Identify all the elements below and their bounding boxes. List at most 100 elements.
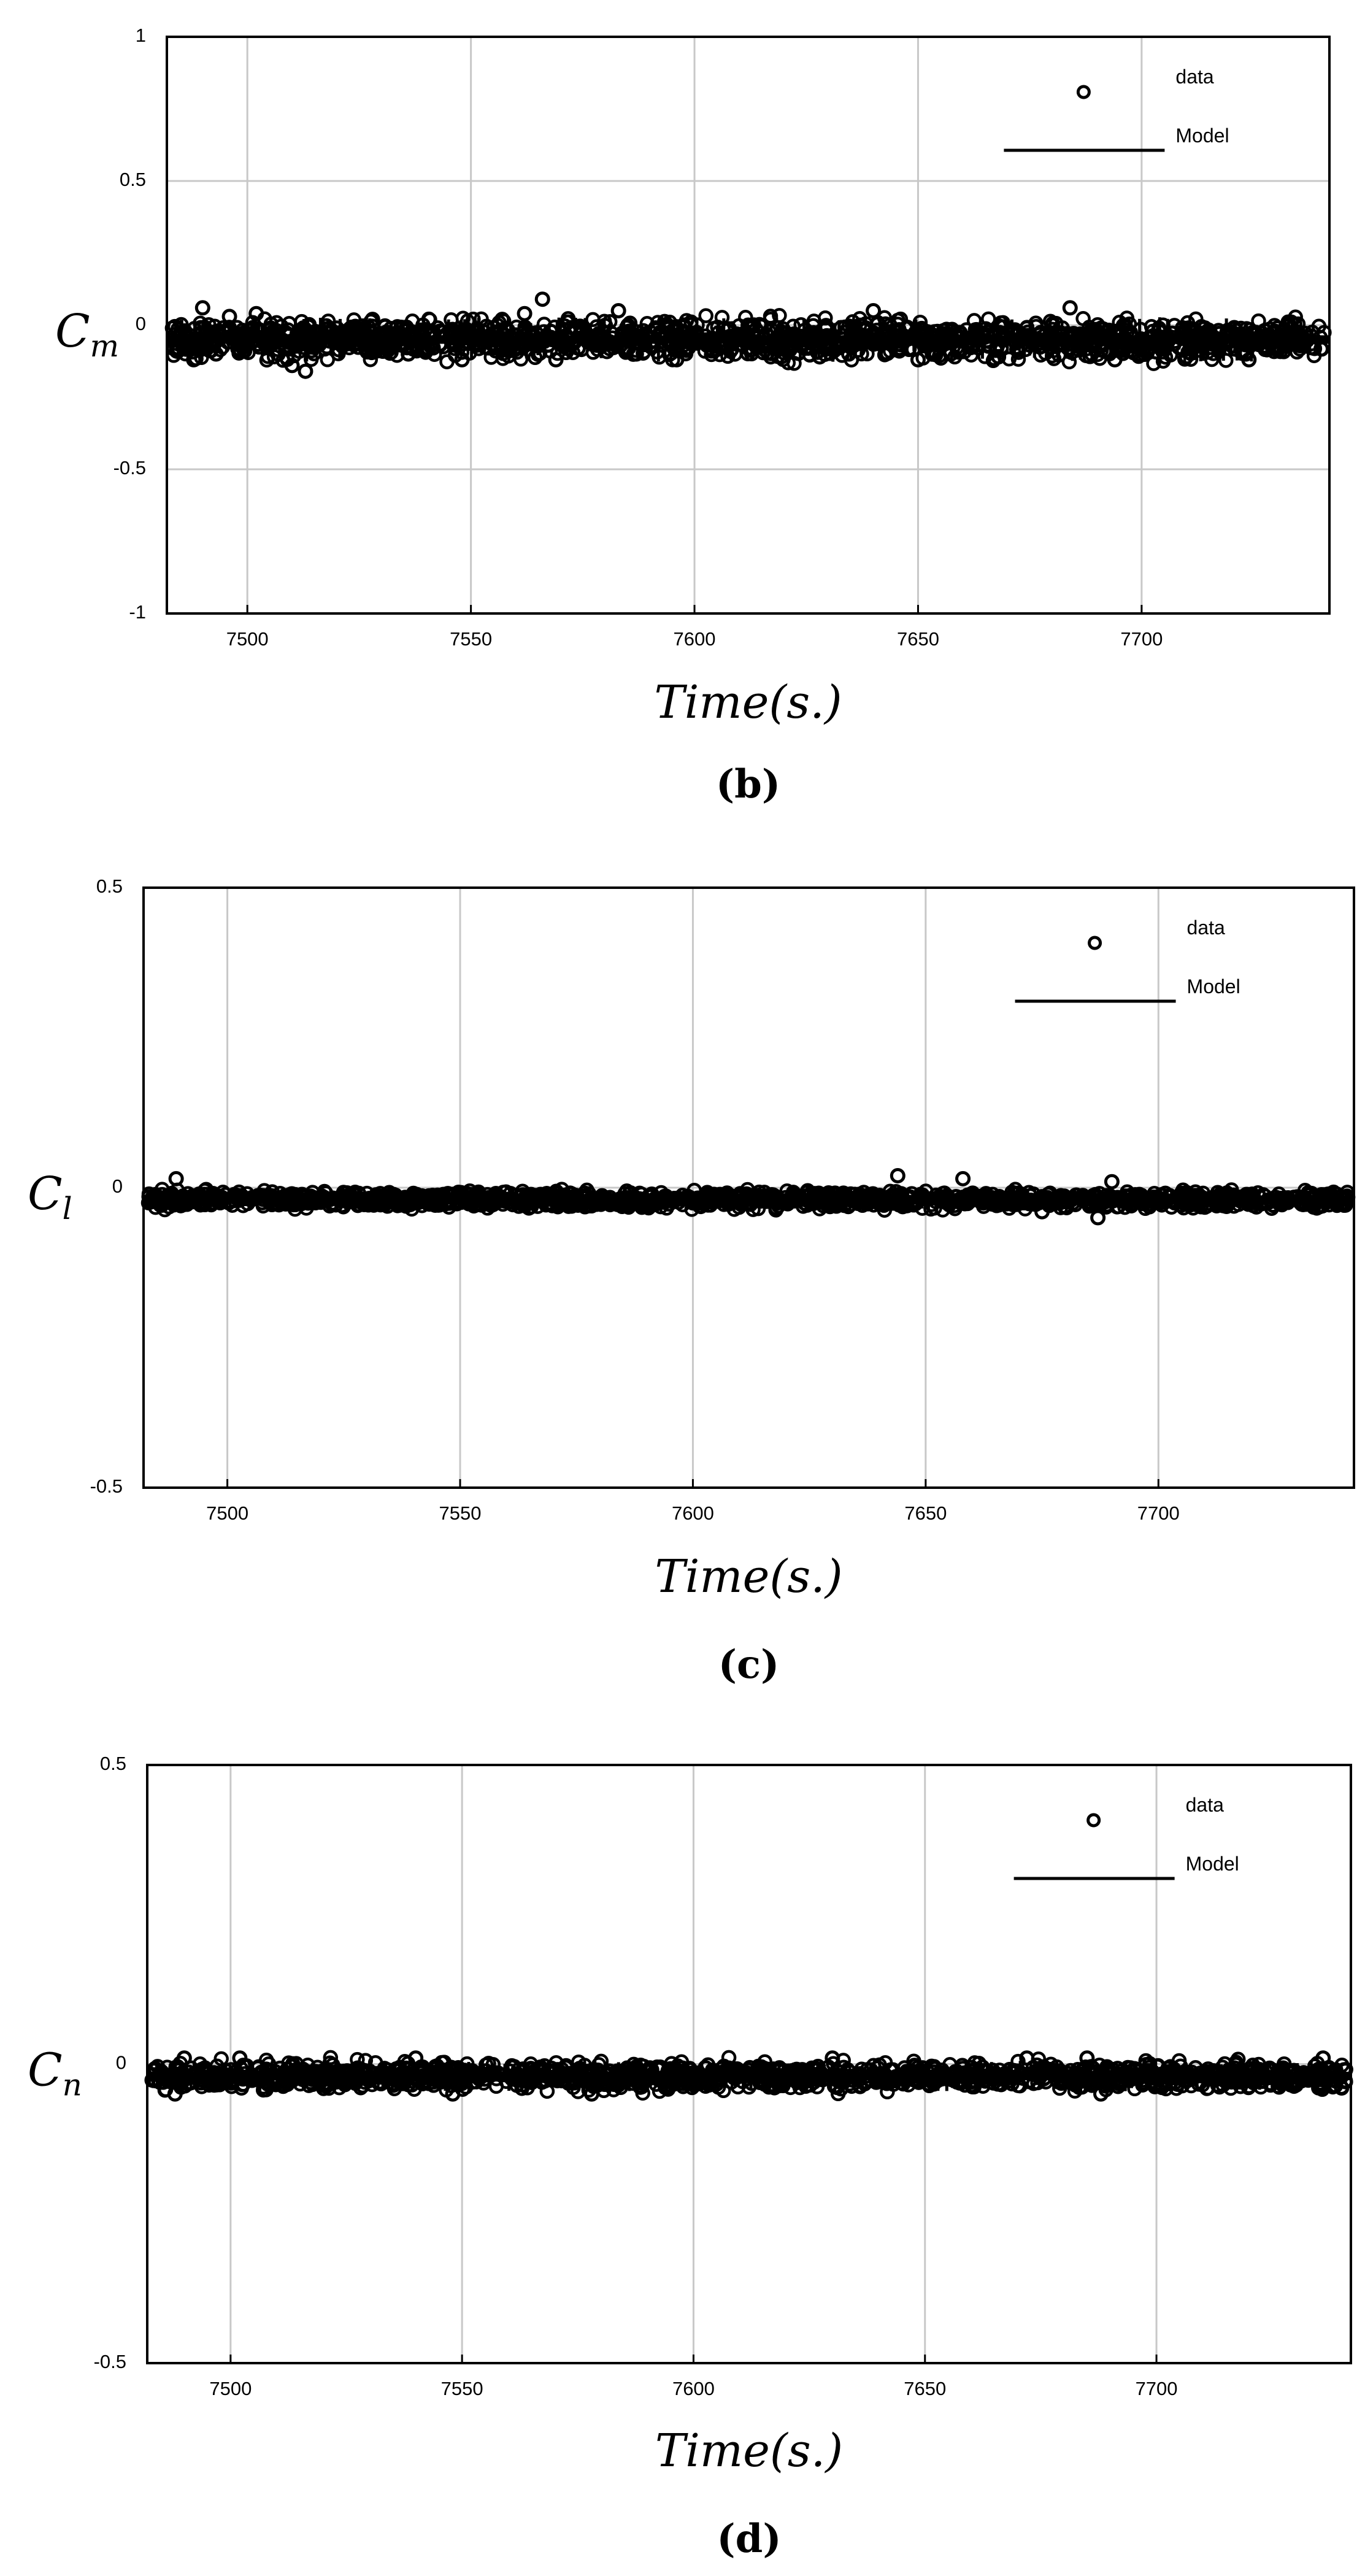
- data-point: [1075, 311, 1091, 326]
- x-tick-label: 7700: [1120, 628, 1163, 650]
- data-point: [517, 306, 533, 321]
- data-point: [991, 349, 1007, 365]
- data-point: [1045, 317, 1061, 333]
- data-point: [628, 346, 644, 362]
- data-point: [248, 306, 264, 321]
- data-point: [880, 345, 895, 361]
- data-point: [1055, 320, 1070, 336]
- data-point: [221, 309, 237, 325]
- data-point: [1090, 1210, 1106, 1226]
- x-tick-label: 7650: [897, 628, 939, 650]
- data-point: [763, 349, 779, 365]
- panel-label: (b): [716, 761, 780, 807]
- data-point: [194, 300, 210, 316]
- x-axis-label: Time(s.): [655, 1550, 842, 1603]
- data-point: [669, 352, 685, 367]
- legend-data-marker: [1076, 85, 1091, 99]
- data-point: [245, 315, 261, 331]
- data-point: [1062, 300, 1078, 316]
- data-point: [177, 323, 193, 339]
- data-point: [763, 311, 779, 327]
- y-tick-label: 0: [112, 1175, 123, 1197]
- data-point: [1179, 349, 1194, 365]
- data-point: [899, 1198, 915, 1213]
- panel-d: 7500 7550 7600 7650 77000.50-0.5dataModelCnT…: [28, 1753, 1353, 2562]
- y-axis-label-subscript: m: [90, 328, 119, 364]
- data-point: [259, 352, 275, 368]
- data-point: [610, 303, 626, 318]
- data-point: [890, 1167, 906, 1183]
- data-point: [360, 344, 375, 359]
- data-point: [662, 314, 677, 330]
- data-point: [1241, 352, 1257, 367]
- data-point: [955, 1171, 971, 1186]
- data-point: [208, 346, 224, 362]
- y-axis-label-subscript: l: [63, 1191, 72, 1226]
- y-tick-label: 0.5: [120, 169, 146, 190]
- x-tick-label: 7550: [450, 628, 492, 650]
- data-point: [1294, 337, 1310, 353]
- data-point: [329, 320, 345, 336]
- x-tick-label: 7500: [206, 1502, 248, 1524]
- data-point: [772, 308, 787, 323]
- data-point: [169, 344, 185, 359]
- y-tick-label: -0.5: [113, 457, 146, 479]
- data-point: [439, 354, 455, 369]
- data-point: [454, 352, 470, 367]
- data-point: [1061, 354, 1077, 370]
- y-tick-label: 1: [136, 25, 146, 46]
- data-point: [168, 1171, 184, 1186]
- data-point: [927, 346, 943, 362]
- data-point: [548, 352, 564, 367]
- data-point: [298, 363, 313, 379]
- legend-model-label: Model: [1187, 975, 1240, 998]
- data-point: [494, 312, 510, 328]
- data-point: [622, 315, 638, 331]
- panel-b: 7500 7550 7600 7650 7700 1 0.5 0 -0.5 -1 data Model…: [55, 25, 1332, 807]
- legend-data-label: data: [1175, 66, 1213, 88]
- data-point: [812, 349, 828, 365]
- y-tick-label: -1: [129, 601, 146, 623]
- data-point: [1306, 348, 1322, 363]
- data-point: [213, 2051, 229, 2067]
- data-point: [698, 308, 713, 323]
- data-point: [1010, 352, 1026, 367]
- data-point: [401, 346, 417, 362]
- data-point: [173, 1198, 189, 1213]
- data-point: [1323, 1186, 1339, 1202]
- data-point: [364, 312, 380, 328]
- data-point: [186, 321, 202, 336]
- y-tick-label: -0.5: [90, 1475, 123, 1497]
- data-point: [571, 340, 586, 356]
- y-axis-label: Cm: [55, 305, 119, 364]
- data-point: [321, 320, 337, 336]
- data-point: [776, 345, 792, 361]
- data-point: [255, 2082, 271, 2098]
- data-point: [675, 317, 691, 333]
- y-tick-label: 0.5: [96, 875, 123, 897]
- data-point: [912, 314, 928, 330]
- plot-frame: [142, 886, 1355, 1489]
- y-axis-label: Cl: [28, 1167, 72, 1226]
- y-tick-label: 0: [136, 313, 146, 334]
- panel-c: 7500 7550 7600 7650 7700 0.5 0 -0.5 data Model Cl T…: [28, 875, 1356, 1688]
- data-point: [910, 352, 926, 367]
- panel-label: (c): [718, 1642, 780, 1688]
- plot-frame: [166, 36, 1331, 615]
- x-tick-label: 7700: [1137, 1502, 1180, 1524]
- data-point: [1146, 356, 1161, 371]
- data-point: [1028, 318, 1044, 334]
- x-tick-label: 7500: [226, 628, 269, 650]
- data-point: [1288, 309, 1303, 325]
- data-point: [1194, 318, 1209, 334]
- data-point: [866, 303, 882, 318]
- data-point: [331, 2080, 347, 2096]
- data-point: [1034, 1204, 1050, 1220]
- data-point: [513, 352, 529, 367]
- legend-data-label: data: [1187, 917, 1225, 939]
- data-point: [284, 358, 300, 374]
- data-point: [534, 291, 550, 307]
- data-point: [741, 2079, 757, 2095]
- x-axis-label: Time(s.): [654, 676, 842, 729]
